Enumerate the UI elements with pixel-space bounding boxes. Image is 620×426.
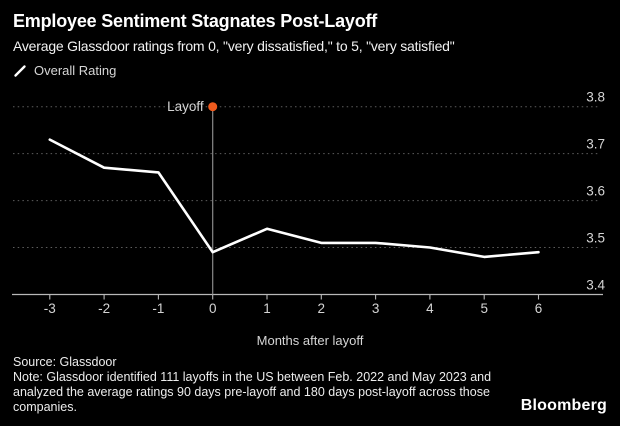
chart-subtitle: Average Glassdoor ratings from 0, "very … bbox=[13, 38, 455, 54]
methodology-note: Note: Glassdoor identified 111 layoffs i… bbox=[13, 370, 492, 415]
x-tick-label: 4 bbox=[426, 301, 434, 316]
y-tick-label: 3.4 bbox=[586, 278, 605, 293]
layoff-annotation-label: Layoff bbox=[167, 99, 204, 114]
bloomberg-logo: Bloomberg bbox=[520, 397, 607, 414]
x-tick-label: -3 bbox=[44, 301, 56, 316]
y-tick-label: 3.7 bbox=[586, 137, 605, 152]
x-tick-label: 0 bbox=[209, 301, 217, 316]
x-tick-label: 5 bbox=[480, 301, 488, 316]
overall-rating-line bbox=[48, 138, 540, 259]
chart-title: Employee Sentiment Stagnates Post-Layoff bbox=[13, 11, 378, 31]
source-note: Source: Glassdoor bbox=[13, 355, 117, 369]
legend: Overall Rating bbox=[13, 63, 116, 78]
x-tick-label: 6 bbox=[535, 301, 543, 316]
x-tick-label: 1 bbox=[263, 301, 271, 316]
y-tick-label: 3.6 bbox=[586, 184, 605, 199]
chart-plot: 3.4 3.5 3.6 3.7 3.8 -3 -2 -1 0 1 2 3 4 5 6 Layoff bbox=[12, 90, 605, 316]
legend-label: Overall Rating bbox=[34, 63, 117, 78]
x-tick-label: 3 bbox=[372, 301, 380, 316]
layoff-marker-dot bbox=[208, 102, 218, 112]
x-tick-label: 2 bbox=[318, 301, 326, 316]
line-swatch-icon bbox=[14, 64, 26, 77]
x-tick-label: -2 bbox=[98, 301, 110, 316]
x-tick-label: -1 bbox=[152, 301, 164, 316]
y-tick-label: 3.5 bbox=[586, 231, 605, 246]
x-axis-title: Months after layoff bbox=[256, 333, 364, 348]
y-tick-label: 3.8 bbox=[586, 90, 605, 105]
